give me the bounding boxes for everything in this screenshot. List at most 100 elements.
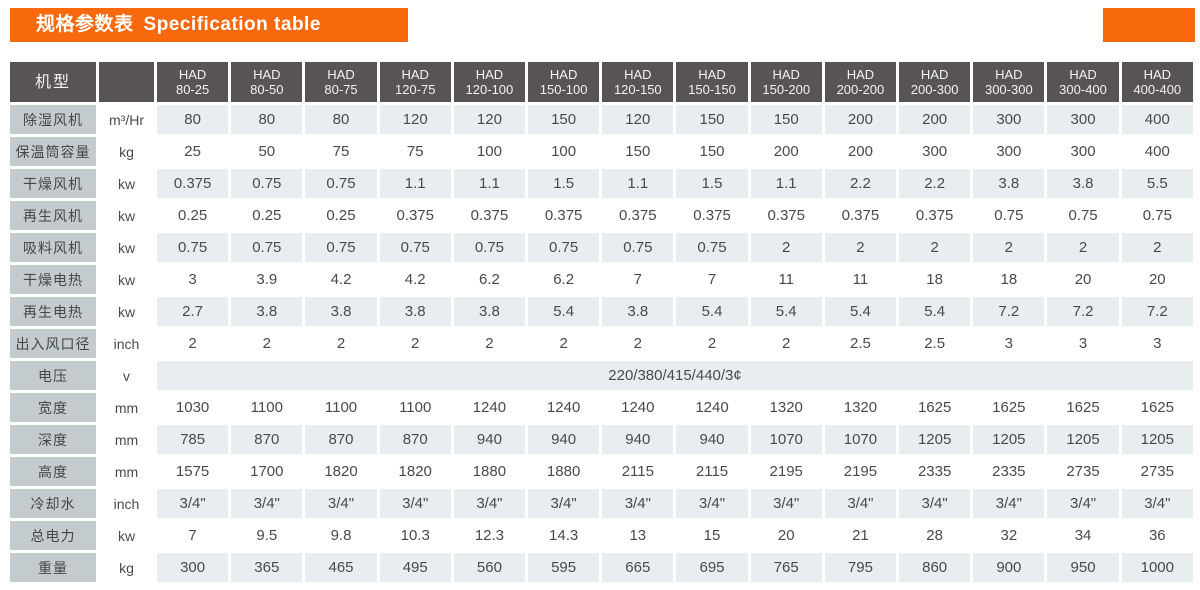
model-size: 400-400 (1133, 82, 1182, 97)
model-size: 200-300 (910, 82, 959, 97)
model-size: 300-300 (984, 82, 1033, 97)
value-cell: 20 (750, 521, 822, 550)
row-label: 总电力 (10, 521, 96, 550)
model-size: 150-200 (762, 82, 811, 97)
value-cell: 0.375 (824, 201, 897, 230)
row-label: 吸料风机 (10, 233, 96, 262)
value-cell: 400 (1121, 105, 1193, 134)
value-cell: 2.5 (899, 329, 971, 358)
row-unit: kg (99, 553, 154, 582)
value-cell: 150 (676, 105, 748, 134)
model-prefix: HAD (920, 67, 949, 82)
value-cell: 2 (453, 329, 526, 358)
model-size: 80-50 (250, 82, 284, 97)
table-row: 吸料风机 kw 0.75 0.75 0.75 0.75 0.75 0.75 0.75 0.75 2 2… (10, 233, 1193, 262)
value-cell: 2335 (899, 457, 971, 486)
model-prefix: HAD (1143, 67, 1172, 82)
row-label: 干燥风机 (10, 169, 96, 198)
value-cell: 1.1 (379, 169, 451, 198)
value-cell: 795 (824, 553, 897, 582)
value-cell: 2.2 (824, 169, 897, 198)
value-cell: 0.375 (379, 201, 451, 230)
value-cell: 34 (1047, 521, 1119, 550)
model-header: HAD 400-400 (1121, 62, 1193, 102)
top-right-accent-bar (1103, 8, 1195, 42)
value-cell: 1880 (453, 457, 526, 486)
table-row: 宽度 mm 1030 1100 1100 1100 1240 1240 1240 1240 1320… (10, 393, 1193, 422)
value-cell: 150 (602, 137, 674, 166)
value-cell: 36 (1121, 521, 1193, 550)
row-label: 出入风口径 (10, 329, 96, 358)
value-cell: 150 (750, 105, 822, 134)
value-cell: 3 (1121, 329, 1193, 358)
row-unit: kw (99, 265, 154, 294)
value-cell: 870 (379, 425, 451, 454)
value-cell: 9.8 (305, 521, 377, 550)
page-title: 规格参数表 Specification table (10, 8, 408, 42)
value-cell: 7.2 (1047, 297, 1119, 326)
value-cell: 1575 (157, 457, 229, 486)
value-cell: 0.75 (676, 233, 748, 262)
value-cell: 495 (379, 553, 451, 582)
value-cell: 2115 (676, 457, 748, 486)
model-header: HAD 300-300 (973, 62, 1045, 102)
value-cell: 665 (602, 553, 674, 582)
row-unit: kw (99, 201, 154, 230)
model-prefix: HAD (475, 67, 504, 82)
model-prefix: HAD (772, 67, 800, 82)
value-cell: 595 (528, 553, 600, 582)
model-prefix: HAD (327, 67, 355, 82)
value-cell: 13 (602, 521, 674, 550)
table-row: 干燥风机 kw 0.375 0.75 0.75 1.1 1.1 1.5 1.1 1.5 1.1 2.2… (10, 169, 1193, 198)
value-cell: 0.375 (157, 169, 229, 198)
value-cell: 2735 (1121, 457, 1193, 486)
value-cell: 860 (899, 553, 971, 582)
value-cell: 870 (305, 425, 377, 454)
value-cell: 14.3 (528, 521, 600, 550)
model-header: HAD 150-150 (676, 62, 748, 102)
model-prefix: HAD (698, 67, 726, 82)
value-cell: 2195 (824, 457, 897, 486)
row-unit: kg (99, 137, 154, 166)
value-cell: 1240 (453, 393, 526, 422)
value-cell: 300 (1047, 105, 1119, 134)
value-cell: 785 (157, 425, 229, 454)
value-cell: 5.4 (824, 297, 897, 326)
model-header: HAD 200-300 (899, 62, 971, 102)
value-cell: 10.3 (379, 521, 451, 550)
value-cell: 870 (231, 425, 303, 454)
value-cell: 1320 (824, 393, 897, 422)
value-cell: 1625 (899, 393, 971, 422)
value-cell: 3/4" (750, 489, 822, 518)
value-cell: 3.8 (305, 297, 377, 326)
value-cell: 0.25 (305, 201, 377, 230)
value-cell: 3/4" (528, 489, 600, 518)
row-label: 高度 (10, 457, 96, 486)
value-cell: 3.8 (379, 297, 451, 326)
row-unit: kw (99, 521, 154, 550)
value-cell: 300 (973, 105, 1045, 134)
value-cell: 365 (231, 553, 303, 582)
table-row: 重量 kg 300 365 465 495 560 595 665 695 765 795 860 900… (10, 553, 1193, 582)
table-row: 总电力 kw 7 9.5 9.8 10.3 12.3 14.3 13 15 20 21 28 32 34 36 (10, 521, 1193, 550)
model-size: 300-400 (1059, 82, 1107, 97)
model-header: HAD 200-200 (824, 62, 897, 102)
model-header: HAD 120-100 (453, 62, 526, 102)
value-cell: 4.2 (305, 265, 377, 294)
value-cell: 2195 (750, 457, 822, 486)
value-cell: 21 (824, 521, 897, 550)
value-cell: 3 (973, 329, 1045, 358)
value-cell: 2 (305, 329, 377, 358)
value-cell: 3.8 (453, 297, 526, 326)
value-cell: 32 (973, 521, 1045, 550)
value-cell: 0.75 (157, 233, 229, 262)
value-cell: 0.75 (602, 233, 674, 262)
value-cell: 200 (899, 105, 971, 134)
value-cell: 1205 (1047, 425, 1119, 454)
model-size: 80-75 (324, 82, 358, 97)
value-cell: 3/4" (824, 489, 897, 518)
value-cell: 200 (824, 137, 897, 166)
model-size: 120-150 (613, 82, 662, 97)
value-cell: 7 (157, 521, 229, 550)
value-cell: 0.75 (528, 233, 600, 262)
